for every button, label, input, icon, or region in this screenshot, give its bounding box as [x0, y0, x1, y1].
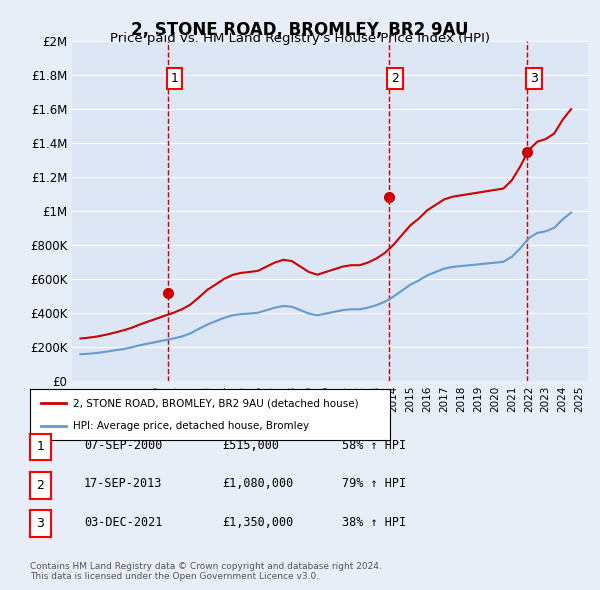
Text: 58% ↑ HPI: 58% ↑ HPI — [342, 439, 406, 452]
Text: 1: 1 — [171, 72, 179, 85]
Text: Contains HM Land Registry data © Crown copyright and database right 2024.
This d: Contains HM Land Registry data © Crown c… — [30, 562, 382, 581]
Text: 3: 3 — [530, 72, 538, 85]
Text: 2: 2 — [37, 478, 44, 492]
Text: Price paid vs. HM Land Registry's House Price Index (HPI): Price paid vs. HM Land Registry's House … — [110, 32, 490, 45]
Text: 2, STONE ROAD, BROMLEY, BR2 9AU (detached house): 2, STONE ROAD, BROMLEY, BR2 9AU (detache… — [73, 398, 359, 408]
Text: £515,000: £515,000 — [222, 439, 279, 452]
Text: 03-DEC-2021: 03-DEC-2021 — [84, 516, 163, 529]
Text: 17-SEP-2013: 17-SEP-2013 — [84, 477, 163, 490]
Text: £1,350,000: £1,350,000 — [222, 516, 293, 529]
Text: 38% ↑ HPI: 38% ↑ HPI — [342, 516, 406, 529]
Text: 1: 1 — [37, 440, 44, 454]
Text: 07-SEP-2000: 07-SEP-2000 — [84, 439, 163, 452]
Text: £1,080,000: £1,080,000 — [222, 477, 293, 490]
Text: 3: 3 — [37, 517, 44, 530]
Text: 2: 2 — [391, 72, 399, 85]
Text: 79% ↑ HPI: 79% ↑ HPI — [342, 477, 406, 490]
Text: HPI: Average price, detached house, Bromley: HPI: Average price, detached house, Brom… — [73, 421, 310, 431]
Text: 2, STONE ROAD, BROMLEY, BR2 9AU: 2, STONE ROAD, BROMLEY, BR2 9AU — [131, 21, 469, 39]
